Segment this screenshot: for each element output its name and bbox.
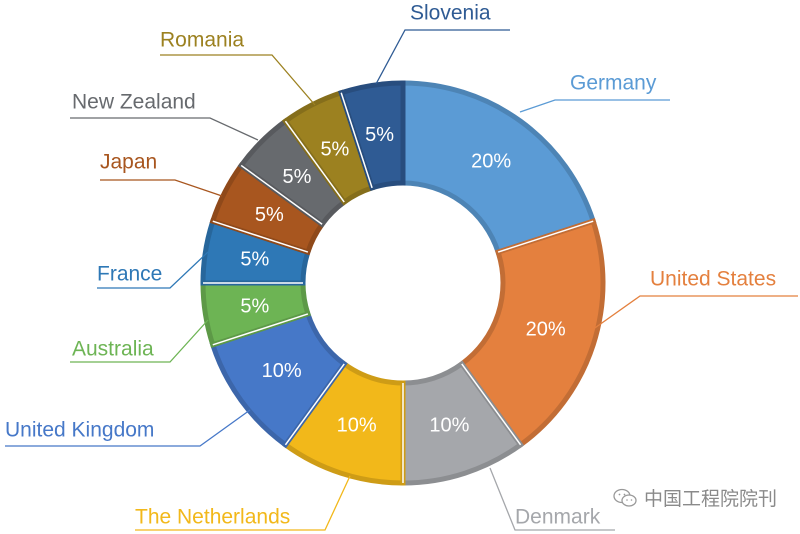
slice-separator	[497, 220, 594, 253]
category-label: United Kingdom	[5, 419, 154, 442]
leader-line	[519, 99, 670, 113]
slice-united-states	[458, 218, 606, 449]
slice-separator	[461, 363, 522, 446]
data-label: 10%	[337, 415, 377, 437]
data-label: 5%	[320, 138, 349, 160]
slice-separator	[240, 164, 323, 225]
data-label: 20%	[526, 318, 566, 340]
leader-line	[135, 475, 351, 531]
category-label: Australia	[72, 338, 154, 361]
category-label: Denmark	[515, 506, 601, 529]
category-label: United States	[650, 268, 776, 291]
slice-separator	[340, 92, 373, 189]
category-label: France	[97, 263, 162, 286]
leader-line	[591, 295, 798, 331]
watermark-text: 中国工程院院刊	[644, 489, 778, 510]
leader-line	[5, 409, 251, 447]
wechat-icon	[613, 488, 637, 507]
data-label: 5%	[365, 124, 394, 146]
leader-line	[160, 54, 316, 106]
data-label: 10%	[262, 360, 302, 382]
data-label: 5%	[240, 295, 269, 317]
data-label: 20%	[471, 151, 511, 173]
category-label: Romania	[160, 29, 244, 52]
slice-separator	[212, 313, 309, 346]
data-label: 10%	[429, 415, 469, 437]
category-label: Slovenia	[410, 2, 491, 25]
leader-line	[70, 319, 209, 363]
leader-line	[375, 29, 510, 85]
slice-separator	[284, 120, 345, 203]
category-label: New Zealand	[72, 91, 196, 114]
leader-line	[70, 117, 259, 141]
leader-line	[97, 251, 209, 289]
category-label: Japan	[100, 151, 157, 174]
watermark: 中国工程院院刊	[612, 484, 777, 511]
data-label: 5%	[255, 204, 284, 226]
data-label: 5%	[282, 166, 311, 188]
slice-slovenia	[338, 80, 406, 192]
leader-line	[489, 467, 615, 531]
slice-germany	[400, 80, 597, 256]
leader-line	[100, 179, 223, 197]
category-label: Germany	[570, 72, 657, 95]
slice-separator	[212, 220, 309, 253]
slice-separator	[284, 363, 345, 446]
category-label: The Netherlands	[135, 506, 290, 529]
data-label: 5%	[240, 249, 269, 271]
